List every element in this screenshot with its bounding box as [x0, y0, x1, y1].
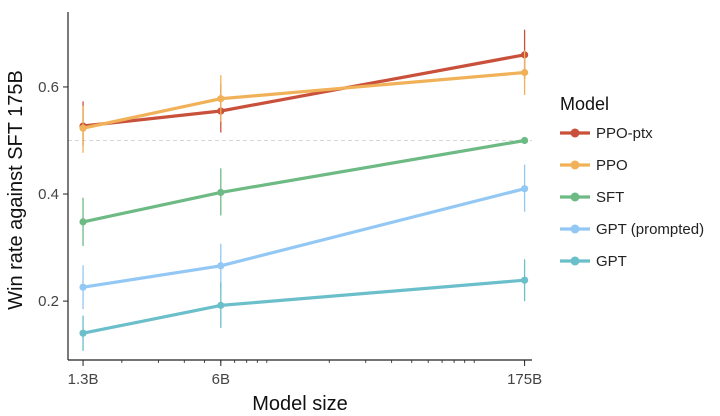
data-point [217, 301, 225, 309]
legend-label: SFT [596, 189, 624, 206]
data-point [217, 262, 225, 270]
x-axis-title: Model size [252, 393, 348, 415]
data-point [520, 68, 529, 77]
legend-swatch-point [570, 192, 580, 202]
legend-label: GPT (prompted) [596, 221, 704, 238]
data-point [217, 188, 225, 197]
legend: Model PPO-ptx PPO SFT GPT (prompted) GPT [560, 94, 704, 270]
series-line [82, 187, 525, 289]
legend-label: PPO [596, 157, 628, 174]
legend-item-gpt-prompted: GPT (prompted) [560, 221, 704, 238]
legend-label: PPO-ptx [596, 125, 653, 142]
data-point [520, 185, 529, 193]
y-axis-title: Win rate against SFT 175B [5, 70, 27, 310]
x-tick-label: 175B [507, 371, 542, 388]
legend-item-sft: SFT [560, 189, 624, 206]
legend-title: Model [560, 94, 609, 114]
legend-item-gpt: GPT [560, 253, 627, 270]
data-point [520, 276, 529, 284]
legend-swatch-point [570, 160, 580, 170]
legend-label: GPT [596, 253, 627, 270]
series-gpt-prompted [79, 164, 529, 310]
series-ppo [79, 50, 529, 153]
legend-swatch-point [570, 256, 580, 266]
legend-item-ppo: PPO [560, 157, 628, 174]
series-sft [79, 136, 529, 246]
series-line [82, 138, 525, 224]
series-line [82, 278, 525, 335]
y-tick-label: 0.4 [38, 186, 59, 203]
legend-swatch-point [570, 128, 580, 138]
legend-item-ppo-ptx: PPO-ptx [560, 125, 653, 142]
x-tick-label: 6B [212, 371, 230, 388]
data-point [79, 124, 87, 132]
x-tick-label: 1.3B [68, 371, 99, 388]
y-tick-label: 0.2 [38, 293, 59, 310]
data-point [79, 218, 87, 226]
data-point [79, 283, 87, 291]
series-ppo-ptx [79, 29, 529, 146]
y-tick-label: 0.6 [38, 79, 59, 96]
series-gpt [79, 259, 529, 351]
data-point [79, 329, 87, 337]
legend-swatch-point [570, 224, 580, 234]
data-point [520, 136, 529, 145]
data-point [217, 95, 225, 103]
